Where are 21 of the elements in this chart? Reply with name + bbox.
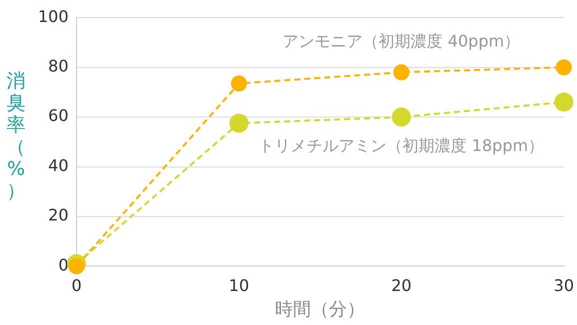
point — [68, 258, 85, 274]
x-tick-label: 20 — [391, 276, 412, 295]
x-tick-label: 0 — [71, 276, 82, 295]
y-tick-label: 20 — [48, 206, 69, 225]
series-label: アンモニア（初期濃度 40ppm） — [282, 31, 520, 50]
y-tick-label: 80 — [48, 56, 69, 76]
point — [392, 108, 411, 127]
point — [230, 75, 247, 92]
y-tick-label: 60 — [48, 106, 69, 126]
y-tick-label: 0 — [58, 255, 69, 274]
point — [229, 114, 248, 133]
series-label: トリメチルアミン（初期濃度 18ppm） — [258, 136, 544, 156]
point — [556, 59, 572, 76]
y-axis-title: 消臭率（%） — [6, 70, 26, 202]
x-tick-label: 30 — [554, 276, 574, 295]
point — [393, 64, 410, 80]
x-tick-label: 10 — [228, 276, 250, 295]
y-tick-label: 100 — [38, 6, 69, 26]
x-axis-title: 時間（分） — [275, 298, 366, 320]
y-tick-label: 40 — [48, 156, 69, 175]
point — [554, 92, 574, 112]
